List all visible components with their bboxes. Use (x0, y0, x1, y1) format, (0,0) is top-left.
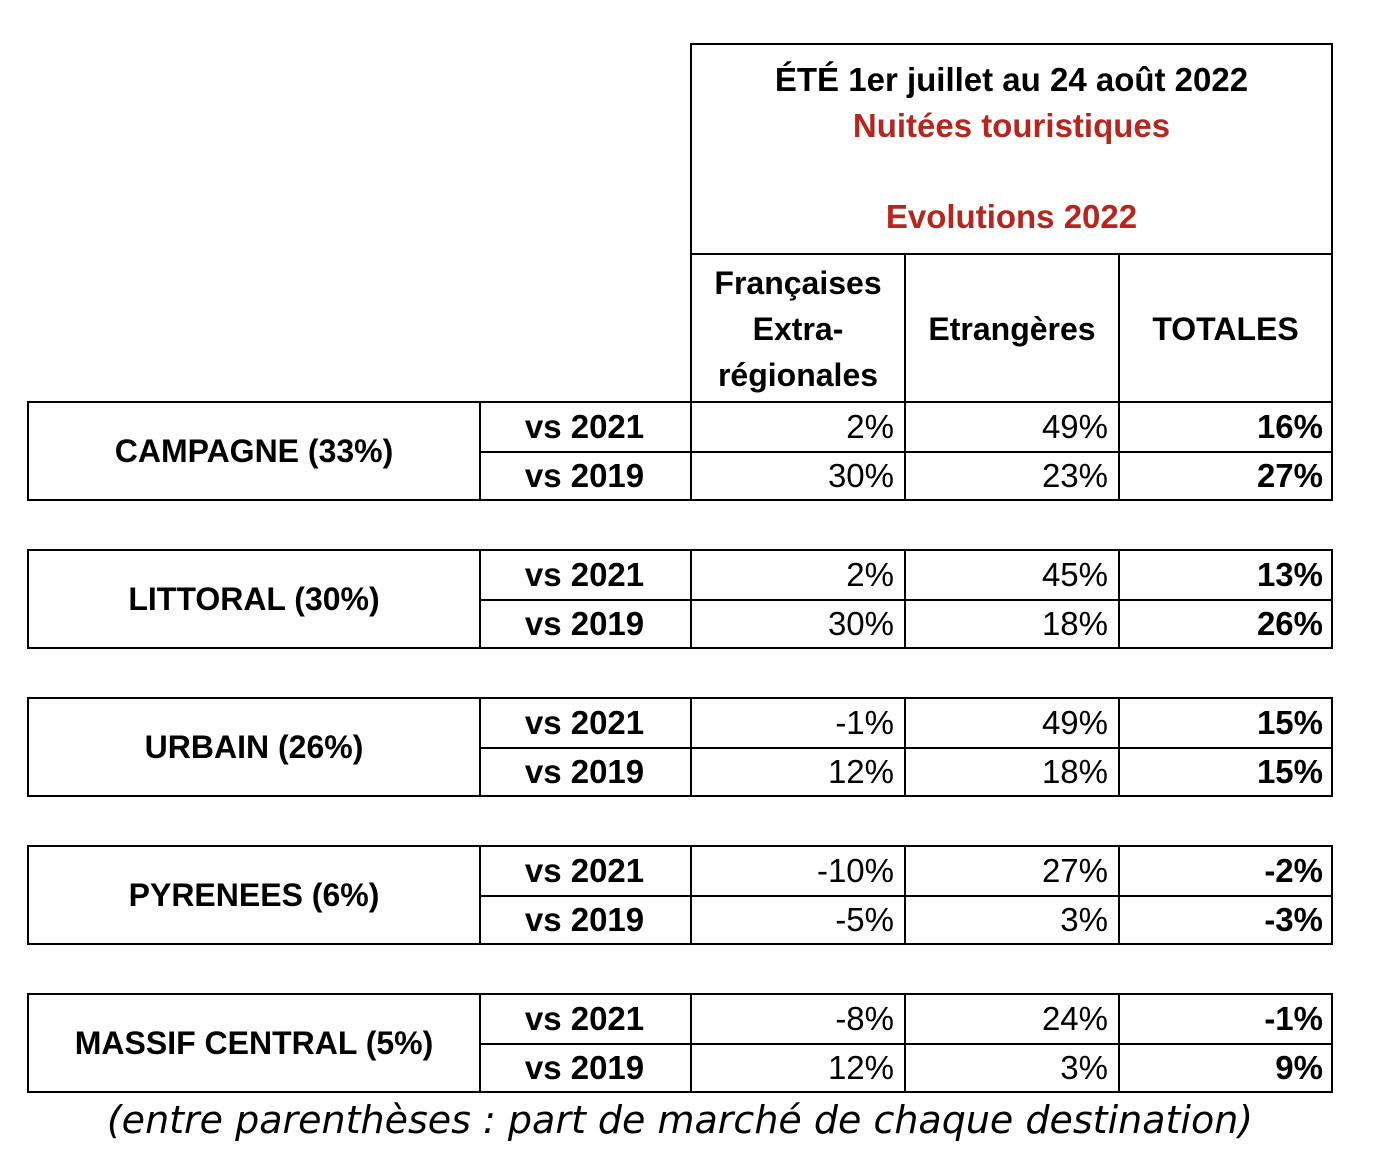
value-totales: 9% (1275, 1048, 1323, 1086)
destination-label: PYRENEES (6%) (29, 847, 481, 943)
value-etrangeres: 23% (906, 452, 1120, 499)
column-header-totales: TOTALES (1152, 311, 1299, 347)
destination-group: MASSIF CENTRAL (5%) vs 2021 -8% 24% -1% vs 20… (27, 993, 1333, 1093)
value-totales: 13% (1256, 556, 1323, 593)
column-header-francaises-line: Extra- (752, 311, 844, 347)
column-header-francaises-line: Françaises (714, 265, 882, 301)
table-row: vs 2019 12% 18% 15% (479, 748, 1331, 795)
comparison-year: vs 2021 (479, 995, 692, 1043)
destination-label: MASSIF CENTRAL (5%) (29, 995, 481, 1091)
table-row: vs 2021 -10% 27% -2% (479, 847, 1331, 897)
table-row: vs 2019 12% 3% 9% (479, 1044, 1331, 1091)
comparison-year: vs 2019 (479, 1044, 692, 1091)
destination-group: PYRENEES (6%) vs 2021 -10% 27% -2% vs 2019 -5%… (27, 845, 1333, 945)
comparison-year: vs 2019 (479, 452, 692, 499)
table-row: vs 2021 -1% 49% 15% (479, 699, 1331, 749)
value-totales: 15% (1256, 704, 1323, 741)
value-francaises: 30% (692, 600, 906, 647)
column-header-francaises-line: régionales (717, 357, 879, 393)
value-francaises: 12% (692, 1044, 906, 1091)
value-totales: -2% (1264, 852, 1323, 889)
value-totales: -1% (1264, 1000, 1323, 1037)
value-etrangeres: 18% (906, 600, 1120, 647)
value-francaises: 2% (692, 551, 906, 599)
value-francaises: 12% (692, 748, 906, 795)
value-etrangeres: 3% (906, 896, 1120, 943)
value-francaises: -1% (692, 699, 906, 747)
header-divider (692, 253, 1331, 255)
value-totales: 27% (1256, 456, 1323, 494)
value-totales: -3% (1264, 900, 1323, 938)
value-francaises: 30% (692, 452, 906, 499)
table-row: vs 2019 -5% 3% -3% (479, 896, 1331, 943)
column-header-francaises: Françaises Extra- régionales (692, 255, 906, 403)
table-row: vs 2021 -8% 24% -1% (479, 995, 1331, 1045)
value-francaises: -10% (692, 847, 906, 895)
value-etrangeres: 3% (906, 1044, 1120, 1091)
destination-label: URBAIN (26%) (29, 699, 481, 795)
column-header-etrangeres: Etrangères (906, 255, 1120, 403)
table-row: vs 2021 2% 45% 13% (479, 551, 1331, 601)
value-totales: 16% (1256, 408, 1323, 445)
value-francaises: -5% (692, 896, 906, 943)
value-etrangeres: 18% (906, 748, 1120, 795)
comparison-year: vs 2019 (479, 748, 692, 795)
footnote: (entre parenthèses : part de marché de c… (106, 1098, 1254, 1142)
comparison-year: vs 2021 (479, 551, 692, 599)
value-etrangeres: 24% (906, 995, 1120, 1043)
value-etrangeres: 45% (906, 551, 1120, 599)
comparison-year: vs 2021 (479, 403, 692, 451)
table-row: vs 2021 2% 49% 16% (479, 403, 1331, 453)
comparison-year: vs 2019 (479, 896, 692, 943)
table-header: ÉTÉ 1er juillet au 24 août 2022 Nuitées … (690, 43, 1333, 403)
value-etrangeres: 49% (906, 699, 1120, 747)
comparison-year: vs 2021 (479, 847, 692, 895)
header-metric: Nuitées touristiques (852, 107, 1171, 144)
table-row: vs 2019 30% 23% 27% (479, 452, 1331, 499)
header-period: ÉTÉ 1er juillet au 24 août 2022 (774, 61, 1249, 98)
header-subtitle: Evolutions 2022 (885, 198, 1138, 235)
destination-group: URBAIN (26%) vs 2021 -1% 49% 15% vs 2019 12% 18… (27, 697, 1333, 797)
value-etrangeres: 27% (906, 847, 1120, 895)
destination-group: CAMPAGNE (33%) vs 2021 2% 49% 16% vs 2019 30% 2… (27, 401, 1333, 501)
table-row: vs 2019 30% 18% 26% (479, 600, 1331, 647)
value-francaises: 2% (692, 403, 906, 451)
destination-label: LITTORAL (30%) (29, 551, 481, 647)
value-etrangeres: 49% (906, 403, 1120, 451)
value-totales: 15% (1256, 752, 1323, 790)
value-totales: 26% (1256, 604, 1323, 642)
comparison-year: vs 2019 (479, 600, 692, 647)
destination-group: LITTORAL (30%) vs 2021 2% 45% 13% vs 2019 30% 1… (27, 549, 1333, 649)
comparison-year: vs 2021 (479, 699, 692, 747)
destination-label: CAMPAGNE (33%) (29, 403, 481, 499)
value-francaises: -8% (692, 995, 906, 1043)
